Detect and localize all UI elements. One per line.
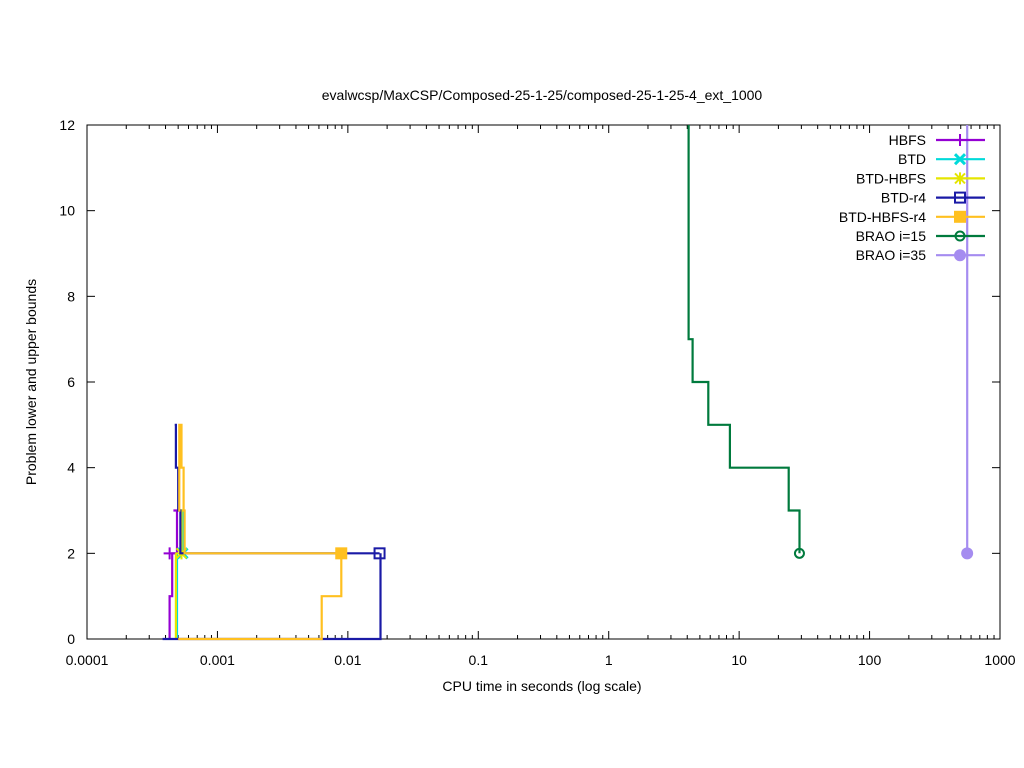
y-axis-label: Problem lower and upper bounds <box>23 279 39 485</box>
x-tick-label-1: 0.001 <box>200 652 235 668</box>
x-tick-label-0: 0.0001 <box>66 652 109 668</box>
legend-label-btd-r4: BTD-r4 <box>881 190 926 206</box>
legend-label-hbfs: HBFS <box>889 132 926 148</box>
series-btd-hbfs-r4 <box>178 423 348 641</box>
series-btd-hbfs-r4-upper-line <box>178 423 342 555</box>
series-brao-i-15 <box>687 125 805 559</box>
y-tick-label-3: 6 <box>67 374 75 390</box>
series-brao-i-35-point <box>961 547 974 560</box>
legend-marker-brao-i-15 <box>954 230 966 242</box>
series-btd-hbfs-r4-point <box>335 547 348 560</box>
x-tick-label-6: 100 <box>858 652 882 668</box>
legend-marker-btd-r4 <box>954 191 966 204</box>
legend: HBFS BTD BTD-HBFS BTD-r4 BTD-HBFS-r4 BRAO i=1… <box>839 132 985 263</box>
legend-label-brao-i-15: BRAO i=15 <box>856 228 927 244</box>
series-btd-r4 <box>162 423 386 641</box>
legend-marker-btd-hbfs <box>954 172 966 185</box>
y-tick-label-4: 8 <box>67 288 75 304</box>
series-layer <box>162 125 974 641</box>
y-tick-label-6: 12 <box>59 117 75 133</box>
legend-marker-brao-i-35 <box>954 249 966 262</box>
series-btd-r4-upper-line <box>174 423 380 555</box>
y-tick-label-1: 2 <box>67 545 75 561</box>
series-brao-i-35 <box>961 125 974 560</box>
series-hbfs-lower-line <box>168 552 174 639</box>
x-tick-label-3: 0.1 <box>469 652 489 668</box>
legend-label-btd-hbfs-r4: BTD-HBFS-r4 <box>839 209 926 225</box>
series-hbfs-point <box>163 547 176 560</box>
legend-marker-btd-hbfs-r4 <box>954 210 966 223</box>
x-axis-label: CPU time in seconds (log scale) <box>442 678 641 694</box>
series-btd-hbfs-r4-lower-line <box>178 553 343 641</box>
legend-marker-hbfs <box>954 134 966 146</box>
legend-label-btd-hbfs: BTD-HBFS <box>856 170 926 186</box>
y-tick-label-2: 4 <box>67 460 75 476</box>
x-tick-label-2: 0.01 <box>334 652 361 668</box>
series-hbfs-upper-line <box>173 509 179 555</box>
y-tick-label-5: 10 <box>59 203 75 219</box>
legend-label-btd: BTD <box>898 151 926 167</box>
x-tick-label-4: 1 <box>605 652 613 668</box>
series-btd-r4-point <box>373 547 386 560</box>
x-tick-label-5: 10 <box>731 652 747 668</box>
legend-marker-btd <box>953 153 967 166</box>
legend-label-brao-i-35: BRAO i=35 <box>856 247 927 263</box>
series-brao-i-15-upper-line <box>687 125 801 554</box>
plot-frame <box>86 124 1001 640</box>
series-brao-i-15-point <box>793 547 805 559</box>
y-tick-label-0: 0 <box>67 631 75 647</box>
x-tick-label-7: 1000 <box>984 652 1015 668</box>
series-btd-r4-lower-line <box>162 553 382 641</box>
axis-ticks: 0.0001 0.001 0.01 0.1 1 10 100 1000 0 2 4 6 8 10 12 <box>59 117 1015 668</box>
chart-title: evalwcsp/MaxCSP/Composed-25-1-25/compose… <box>322 87 763 103</box>
